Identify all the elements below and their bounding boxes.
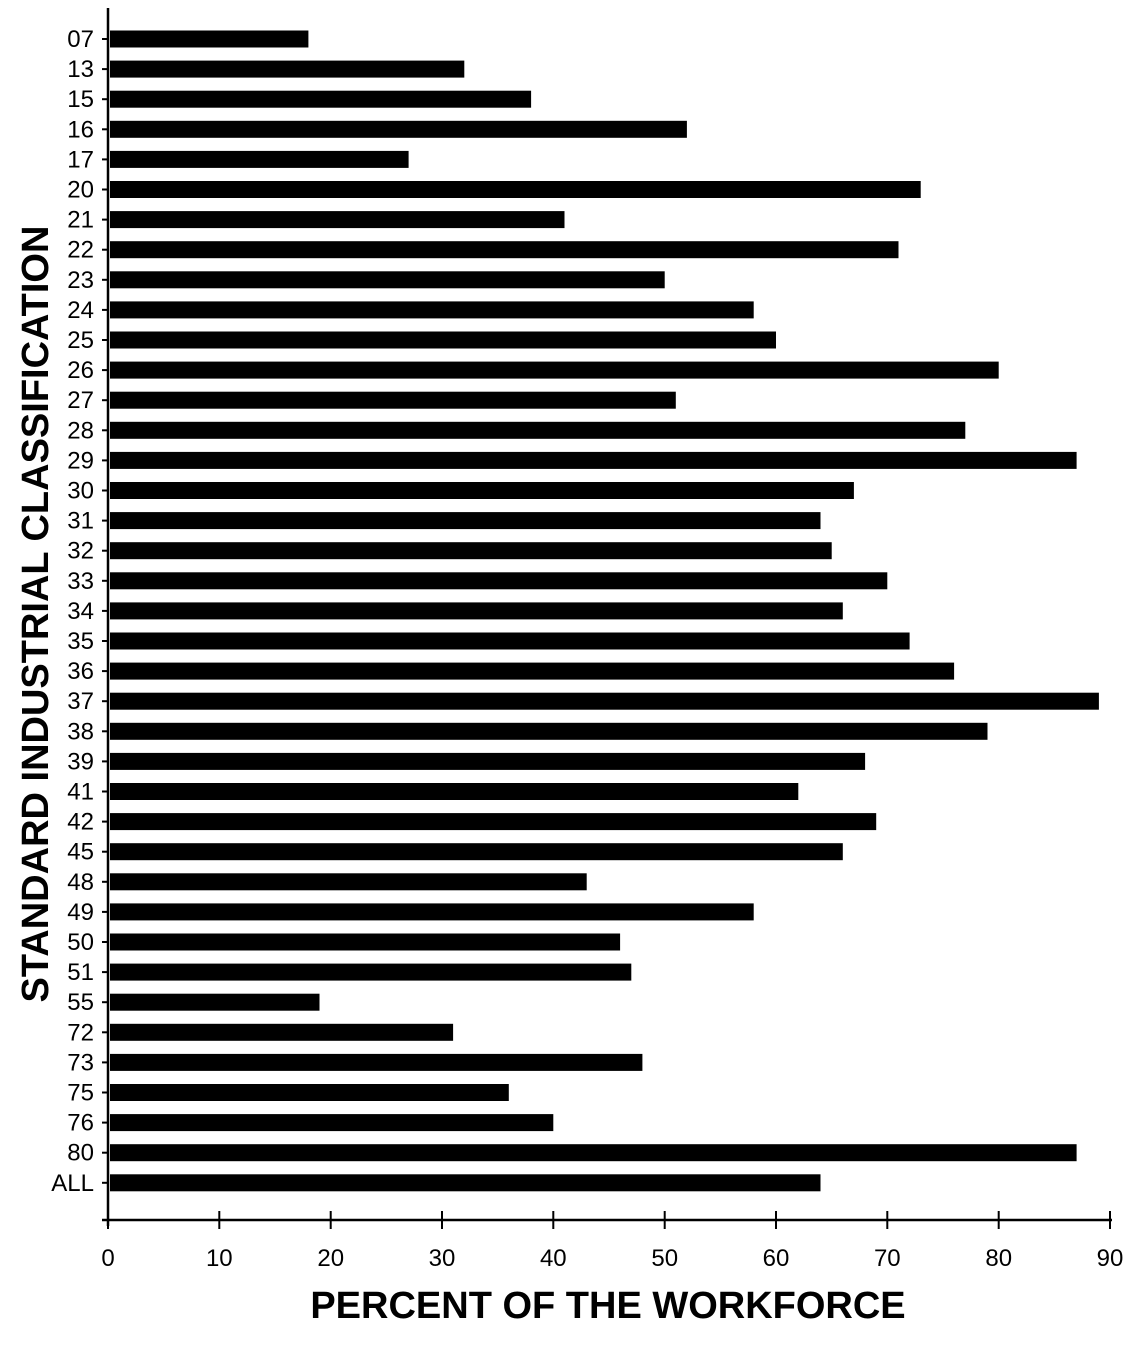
y-tick-label-37: 37 [67,688,94,715]
bar-42 [110,813,877,831]
x-tick-label-90: 90 [1097,1245,1124,1272]
bar-55 [110,993,320,1011]
y-tick-label-33: 33 [67,568,94,595]
y-tick-label-29: 29 [67,447,94,474]
x-tick-label-10: 10 [206,1245,233,1272]
bar-31 [110,512,821,530]
y-tick-label-80: 80 [67,1140,94,1167]
y-tick-label-73: 73 [67,1049,94,1076]
y-tick-label-42: 42 [67,809,94,836]
bar-13 [110,60,465,78]
bar-26 [110,361,999,379]
bar-17 [110,150,409,168]
x-tick-label-70: 70 [874,1245,901,1272]
y-tick-label-38: 38 [67,718,94,745]
y-axis-title: STANDARD INDUSTRIAL CLASSIFICATION [15,226,57,1003]
bar-35 [110,632,910,650]
bar-21 [110,211,565,229]
y-tick-label-31: 31 [67,508,94,535]
bar-25 [110,331,776,349]
bar-73 [110,1053,643,1071]
bar-49 [110,903,754,921]
y-tick-label-13: 13 [67,56,94,83]
bar-24 [110,301,754,319]
bar-07 [110,30,309,48]
y-tick-label-16: 16 [67,116,94,143]
y-tick-label-49: 49 [67,899,94,926]
y-tick-label-39: 39 [67,748,94,775]
bar-29 [110,451,1077,469]
bar-45 [110,843,843,861]
bar-36 [110,662,955,680]
y-tick-label-34: 34 [67,598,94,625]
x-tick-label-20: 20 [317,1245,344,1272]
y-tick-label-07: 07 [67,26,94,53]
x-axis: 0 10 20 30 40 50 60 70 80 90 [101,1211,1123,1272]
bar-37 [110,692,1099,710]
y-tick-label-51: 51 [67,959,94,986]
bar-23 [110,271,665,289]
x-tick-label-30: 30 [429,1245,456,1272]
y-tick-label-22: 22 [67,237,94,264]
bar-32 [110,542,832,560]
y-tick-label-28: 28 [67,417,94,444]
y-tick-label-all: ALL [51,1170,94,1197]
y-tick-label-21: 21 [67,207,94,234]
x-tick-label-80: 80 [985,1245,1012,1272]
bar-38 [110,722,988,740]
bar-76 [110,1114,554,1132]
bar-41 [110,783,799,800]
x-axis-title: PERCENT OF THE WORKFORCE [310,1285,905,1327]
bars-group [110,30,1099,1192]
y-tick-label-27: 27 [67,387,94,414]
bar-15 [110,90,532,108]
y-tick-label-32: 32 [67,538,94,565]
y-tick-label-36: 36 [67,658,94,685]
y-tick-label-23: 23 [67,267,94,294]
x-tick-label-60: 60 [763,1245,790,1272]
y-tick-label-35: 35 [67,628,94,655]
bar-27 [110,391,676,409]
bar-34 [110,602,843,620]
y-tick-label-48: 48 [67,869,94,896]
y-tick-label-17: 17 [67,146,94,173]
bar-72 [110,1023,454,1041]
bar-75 [110,1084,509,1101]
bar-16 [110,120,687,138]
bar-48 [110,873,587,891]
bar-28 [110,421,966,439]
bar-50 [110,933,621,951]
x-tick-label-50: 50 [651,1245,678,1272]
y-tick-label-72: 72 [67,1019,94,1046]
y-tick-label-30: 30 [67,478,94,505]
y-tick-label-25: 25 [67,327,94,354]
bar-51 [110,963,632,981]
x-tick-label-40: 40 [540,1245,567,1272]
y-tick-label-76: 76 [67,1110,94,1137]
bar-all [110,1174,821,1192]
bar-33 [110,572,888,590]
bar-20 [110,181,921,198]
bar-22 [110,241,899,259]
y-tick-label-41: 41 [67,779,94,806]
y-tick-label-55: 55 [67,989,94,1016]
y-axis: 07 13 15 16 17 20 21 22 23 24 25 26 27 28 29 30 31 32 33 34… [51,8,110,1226]
y-tick-label-26: 26 [67,357,94,384]
bar-80 [110,1144,1077,1162]
bar-30 [110,482,854,499]
y-tick-label-45: 45 [67,839,94,866]
y-tick-label-50: 50 [67,929,94,956]
y-tick-label-24: 24 [67,297,94,324]
y-tick-label-75: 75 [67,1080,94,1107]
bar-39 [110,752,866,770]
y-tick-label-15: 15 [67,86,94,113]
y-tick-label-20: 20 [67,177,94,204]
x-tick-label-0: 0 [101,1245,114,1272]
